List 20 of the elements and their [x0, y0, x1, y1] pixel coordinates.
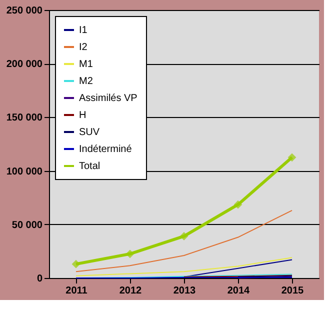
legend-label: Total [79, 161, 100, 172]
legend-label: Indéterminé [79, 144, 132, 155]
legend-label: Assimilés VP [79, 93, 138, 104]
x-tick-label: 2012 [119, 286, 142, 296]
legend-label: M1 [79, 59, 94, 70]
legend-label: M2 [79, 76, 94, 87]
y-tick-label: 50 000 [12, 220, 43, 231]
y-tick-label: 150 000 [6, 112, 43, 124]
y-tick-label: 100 000 [6, 166, 43, 178]
x-tick-label: 2011 [66, 286, 88, 296]
legend-label: I1 [79, 25, 88, 36]
x-tick-label: 2013 [173, 286, 196, 296]
y-tick-label: 250 000 [6, 6, 43, 16]
y-tick-label: 0 [36, 274, 43, 284]
legend-label: SUV [79, 127, 100, 138]
y-tick-label: 200 000 [6, 59, 43, 70]
x-tick-label: 2015 [281, 286, 304, 296]
legend-label: I2 [79, 42, 88, 53]
legend-label: H [79, 110, 86, 121]
x-tick-label: 2014 [227, 286, 250, 296]
